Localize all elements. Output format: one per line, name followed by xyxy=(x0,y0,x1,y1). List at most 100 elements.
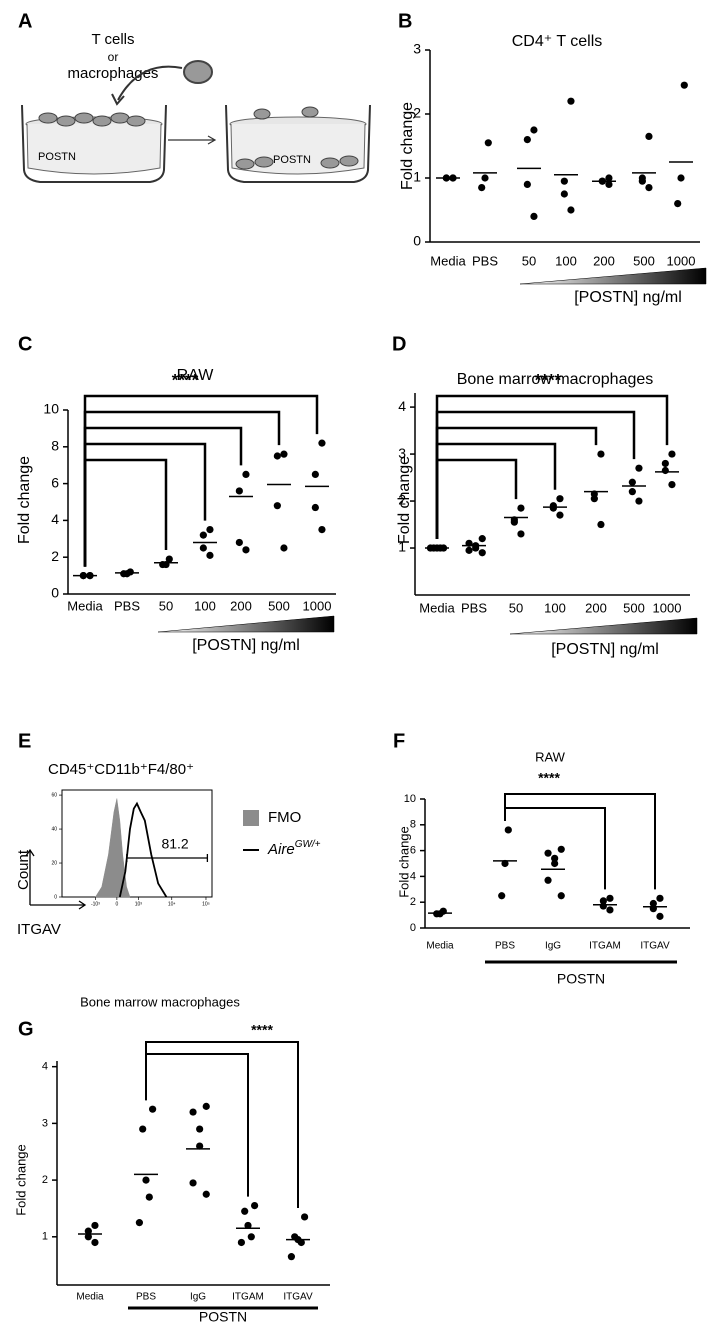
chart-title: CD45⁺CD11b⁺F4/80⁺ xyxy=(48,761,194,778)
dot xyxy=(557,845,565,853)
dot xyxy=(544,876,552,884)
y-tick-label: 6 xyxy=(51,474,59,490)
dot xyxy=(544,849,552,857)
dot xyxy=(597,450,605,458)
dot xyxy=(530,212,538,220)
x-tick-label: 50 xyxy=(159,598,173,613)
cell xyxy=(183,60,213,84)
y-axis-title: Fold change xyxy=(399,102,416,190)
dot xyxy=(599,902,607,910)
dot xyxy=(280,544,288,552)
x-tick-label: Media xyxy=(67,598,103,613)
x-tick-label: 1000 xyxy=(667,253,696,268)
dot xyxy=(237,1238,245,1247)
dot xyxy=(649,899,657,908)
y-tick-label: 1 xyxy=(413,169,421,185)
dot xyxy=(590,495,598,503)
x-tick-label: 1000 xyxy=(303,598,332,613)
arrow-head xyxy=(111,93,125,106)
y-tick-label: 4 xyxy=(51,511,59,527)
y-tick-label: 4 xyxy=(410,870,416,882)
y-tick-label: 60 xyxy=(51,792,57,798)
panel-letter: E xyxy=(18,730,31,752)
panel-letter: G xyxy=(18,1018,34,1040)
x-tick-label: 100 xyxy=(544,600,566,615)
legend-name: FMO xyxy=(268,809,301,826)
dish xyxy=(225,104,371,183)
x-tick-label: 100 xyxy=(194,598,216,613)
legend-superscript: GW/+ xyxy=(295,839,321,850)
dot xyxy=(645,132,653,140)
dot xyxy=(145,1193,153,1201)
x-tick-label: 500 xyxy=(633,253,655,268)
y-tick-label: 3 xyxy=(398,445,406,461)
x-tick-label: PBS xyxy=(495,941,515,952)
x-tick-label: ITGAV xyxy=(283,1292,313,1303)
label: T cells xyxy=(91,31,134,48)
dot xyxy=(605,180,613,188)
panel-letter: D xyxy=(392,333,406,355)
dot xyxy=(251,1202,259,1210)
x-tick-label: IgG xyxy=(545,941,561,952)
group-label: POSTN xyxy=(557,971,605,987)
dot xyxy=(135,1219,143,1227)
dot xyxy=(318,526,326,534)
dot xyxy=(597,520,605,529)
x-axis-title: [POSTN] ng/ml xyxy=(551,641,659,658)
y-tick-label: 0 xyxy=(51,585,59,601)
y-tick-label: 2 xyxy=(410,896,416,908)
dish xyxy=(21,104,167,183)
y-tick-label: 3 xyxy=(413,41,421,57)
plot-frame xyxy=(61,789,213,898)
significance-bracket xyxy=(435,442,557,540)
dot xyxy=(517,530,525,538)
dot xyxy=(551,854,559,862)
x-tick-label: Media xyxy=(430,253,466,268)
legend-label: FMO xyxy=(268,809,301,826)
dot xyxy=(120,570,128,578)
x-tick-label: ITGAM xyxy=(589,941,621,952)
y-tick-label: 0 xyxy=(410,922,416,934)
dot xyxy=(628,488,636,496)
x-tick-label: PBS xyxy=(136,1292,156,1303)
y-tick-label: 0 xyxy=(54,894,57,900)
significance-bracket xyxy=(504,793,656,890)
significance-bracket xyxy=(504,807,606,890)
y-tick-label: 6 xyxy=(410,845,416,857)
dot xyxy=(510,518,518,526)
dot xyxy=(656,912,664,920)
dot xyxy=(674,200,682,208)
significance-bracket xyxy=(83,394,319,567)
dot xyxy=(557,892,565,900)
x-tick-label: 10⁴ xyxy=(168,901,176,907)
dot xyxy=(84,1233,92,1241)
dot xyxy=(465,546,473,554)
x-tick-label: 100 xyxy=(555,253,577,268)
significance-label: **** xyxy=(535,370,562,389)
dot xyxy=(661,459,669,468)
y-tick-label: 8 xyxy=(410,819,416,831)
dot xyxy=(242,546,250,554)
x-axis-title: [POSTN] ng/ml xyxy=(192,637,300,654)
y-tick-label: 10 xyxy=(43,401,59,417)
legend-name: Aire xyxy=(267,841,295,858)
y-tick-label: 2 xyxy=(398,492,406,508)
dot xyxy=(517,504,525,512)
arrow xyxy=(117,65,183,101)
dot xyxy=(196,1142,204,1150)
cells xyxy=(38,112,146,127)
dot xyxy=(91,1221,99,1230)
x-tick-label: 0 xyxy=(115,901,118,907)
x-tick-label: 500 xyxy=(268,598,290,613)
dot xyxy=(165,555,173,563)
y-tick-label: 3 xyxy=(42,1117,48,1129)
dish-liquid xyxy=(26,123,162,175)
dot xyxy=(202,1102,210,1110)
y-tick-label: 2 xyxy=(413,105,421,121)
x-tick-label: IgG xyxy=(190,1292,206,1303)
histogram-area xyxy=(94,798,131,898)
x-tick-label: 200 xyxy=(230,598,252,613)
dot xyxy=(599,897,607,905)
significance-bracket xyxy=(435,410,636,540)
